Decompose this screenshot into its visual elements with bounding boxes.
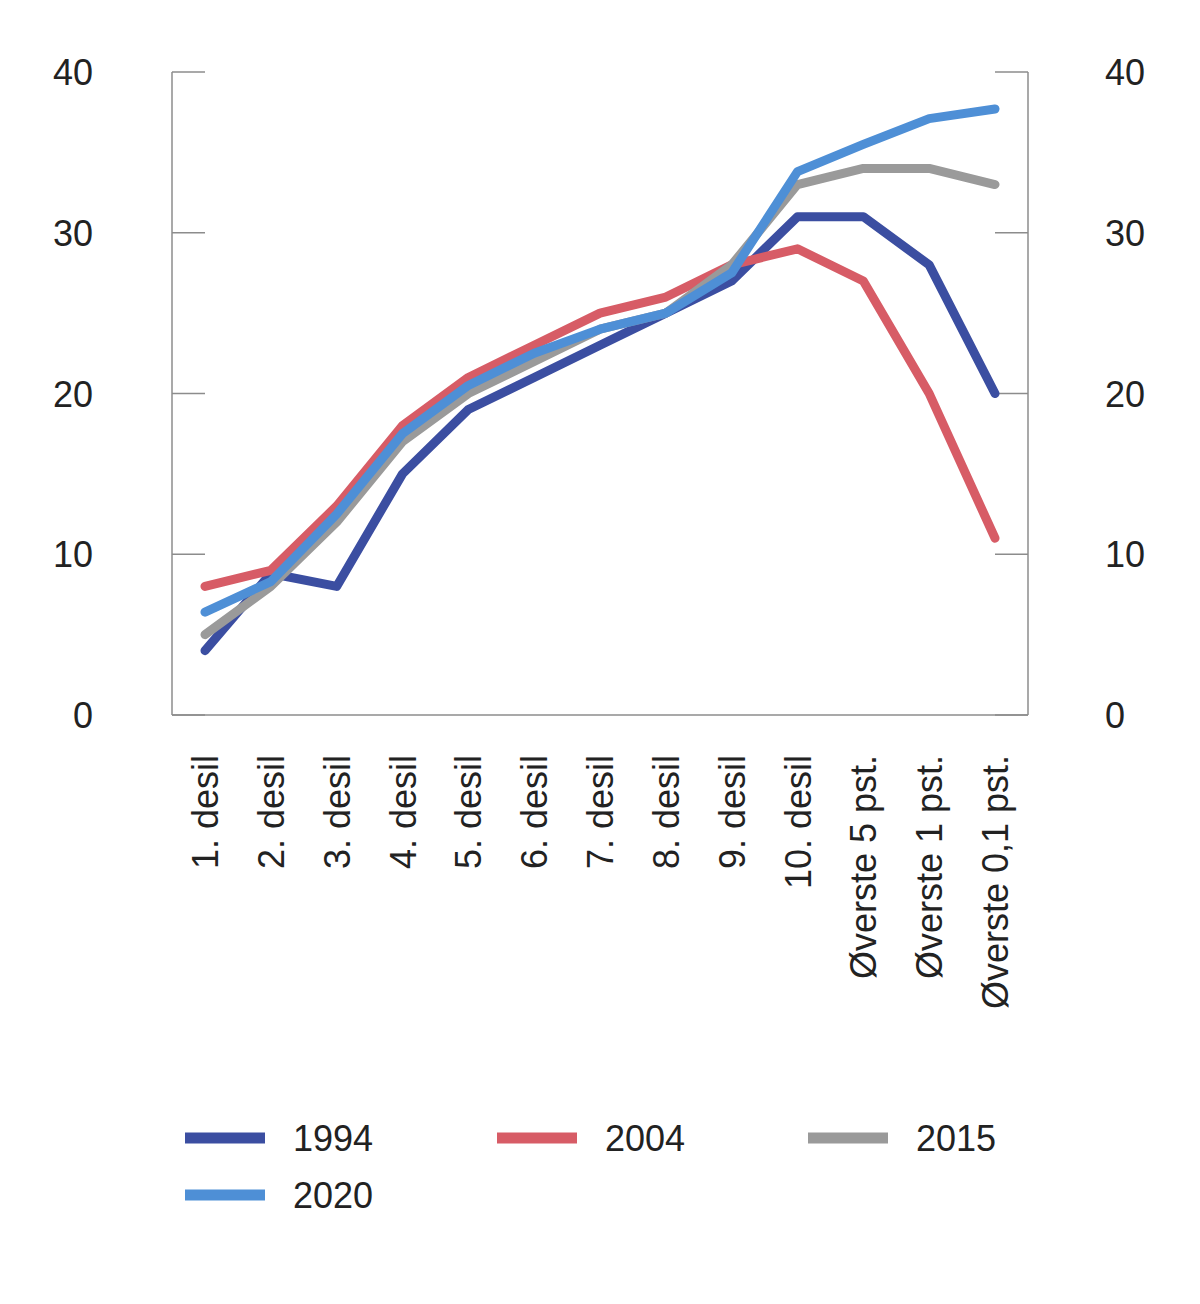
category-label: 8. desil	[646, 755, 687, 869]
category-label: 9. desil	[712, 755, 753, 869]
category-label: Øverste 5 pst.	[843, 755, 884, 979]
tick-right	[995, 232, 1028, 234]
tick-left	[172, 554, 205, 556]
series-line	[205, 168, 995, 634]
category-label: 2. desil	[251, 755, 292, 869]
category-label: 3. desil	[317, 755, 358, 869]
legend-swatch	[808, 1133, 888, 1144]
series-line	[205, 217, 995, 651]
tick-left	[172, 714, 205, 716]
series-line	[205, 109, 995, 612]
tick-right	[995, 554, 1028, 556]
category-label: 5. desil	[448, 755, 489, 869]
category-label: 4. desil	[383, 755, 424, 869]
legend-label: 1994	[293, 1118, 373, 1159]
x-axis	[172, 714, 1028, 716]
tick-left	[172, 393, 205, 395]
tick-label: 0	[73, 695, 93, 736]
legend-label: 2015	[916, 1118, 996, 1159]
category-label: Øverste 1 pst.	[909, 755, 950, 979]
legend-swatch	[185, 1190, 265, 1201]
tick-label: 40	[1105, 52, 1145, 93]
tick-right	[995, 714, 1028, 716]
category-label: 7. desil	[580, 755, 621, 869]
category-label: 6. desil	[514, 755, 555, 869]
tick-label: 10	[1105, 534, 1145, 575]
tick-left	[172, 232, 205, 234]
tick-label: 30	[1105, 213, 1145, 254]
category-label: 10. desil	[778, 755, 819, 889]
category-label: 1. desil	[185, 755, 226, 869]
tick-label: 20	[1105, 374, 1145, 415]
tick-label: 0	[1105, 695, 1125, 736]
plot-area	[205, 109, 995, 651]
tick-label: 10	[53, 534, 93, 575]
tick-label: 20	[53, 374, 93, 415]
legend-swatch	[185, 1133, 265, 1144]
chart: 0010102020303040401. desil2. desil3. des…	[0, 0, 1200, 1304]
tick-label: 40	[53, 52, 93, 93]
legend-swatch	[497, 1133, 577, 1144]
tick-left	[172, 71, 205, 73]
category-label: Øverste 0,1 pst.	[975, 755, 1016, 1009]
legend-label: 2020	[293, 1175, 373, 1216]
tick-right	[995, 393, 1028, 395]
tick-right	[995, 71, 1028, 73]
legend-label: 2004	[605, 1118, 685, 1159]
tick-label: 30	[53, 213, 93, 254]
